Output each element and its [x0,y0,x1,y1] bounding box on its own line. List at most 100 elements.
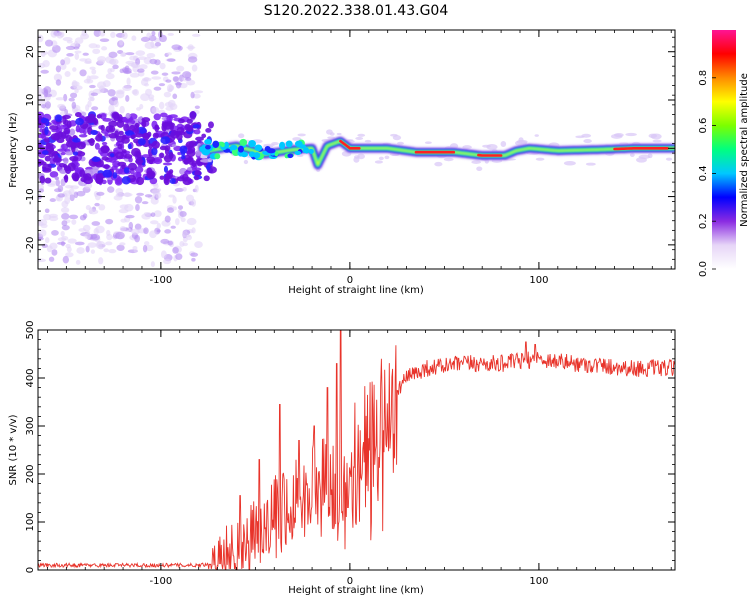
spectral-blob [168,194,175,198]
spectral-blob [127,162,138,171]
spectral-blob [61,220,68,227]
spectral-blob [82,52,89,56]
spectral-blob [114,178,123,186]
spectral-blob [61,200,69,208]
spectral-blob [476,166,483,171]
spectral-blob [354,155,360,159]
spectral-blob [64,70,71,78]
spectral-blob [205,145,211,150]
spectral-blob [76,190,86,197]
spectral-blob [55,65,62,73]
spectral-blob [107,186,115,193]
spectral-blob [158,83,166,87]
spectral-blob [133,138,140,144]
spectral-blob [67,162,76,172]
spectral-blob [140,78,149,86]
spectral-blob [119,39,124,46]
spectral-blob [304,147,310,154]
spectral-blob [60,207,70,213]
spectral-blob [131,35,137,41]
spectral-blob [71,219,77,225]
spectral-blob [146,32,152,39]
spectral-blob [73,46,80,50]
x-tick-label: 100 [529,275,548,286]
spectral-blob [109,153,115,158]
spectral-blob [50,30,58,38]
spectral-blob [190,252,199,257]
spectral-blob [176,65,185,72]
spectral-blob [179,211,187,217]
spectral-blob [104,133,109,137]
y-tick-label: 400 [25,368,36,387]
colorbar-gradient [712,30,736,269]
spectral-blob [159,175,165,180]
spectral-blob [57,103,66,109]
spectral-blob [63,175,69,180]
spectral-blob [156,222,162,229]
spectral-blob [91,68,97,75]
spectral-blob [139,103,144,110]
spectral-blob [167,207,175,213]
spectral-blob [75,259,81,265]
spectral-blob [397,141,404,145]
spectral-blob [57,131,63,139]
spectral-blob [74,37,84,45]
spectral-blob [581,133,592,138]
spectral-blob [38,218,48,226]
spectral-blob [161,72,169,76]
spectral-blob [665,157,673,161]
x-tick-label: 100 [529,576,548,587]
spectral-blob [297,133,306,137]
spectral-blob [39,175,46,184]
spectral-blob [424,141,432,145]
spectral-blob [120,218,127,223]
spectral-blob [182,71,192,79]
spectral-blob [84,232,91,240]
spectrogram-x-label: Height of straight line (km) [288,285,424,296]
spectral-blob [141,201,149,205]
colorbar-tick-label: 0.8 [698,70,709,86]
spectral-blob [169,178,176,185]
spectral-blob [108,133,118,139]
spectral-blob [239,138,248,146]
spectral-blob [186,79,196,86]
spectral-blob [38,142,42,149]
spectral-blob [192,124,201,129]
spectral-blob [80,176,87,182]
spectral-blob [146,156,156,163]
spectral-blob [172,246,179,254]
spectral-blob [78,134,88,138]
spectral-blob [115,231,125,240]
colorbar-tick-label: 0.2 [698,213,709,229]
y-tick-label: 0 [25,567,36,573]
spectral-blob [66,53,74,57]
spectral-blob [61,131,67,140]
spectral-blob [111,111,120,119]
spectral-blob [308,148,314,154]
spectral-blob [72,67,77,72]
spectral-blob [60,230,65,237]
spectral-blob [500,141,507,148]
spectral-blob [193,90,204,94]
spectral-blob [72,151,79,156]
spectral-blob [180,217,186,223]
spectral-blob [135,151,142,159]
spectral-blob [44,101,51,109]
spectral-blob [93,30,101,37]
spectral-blob [119,242,126,246]
spectral-blob [79,69,87,77]
spectral-blob [131,228,140,235]
spectral-blob [78,228,87,232]
spectral-blob [141,156,146,166]
spectral-blob [88,43,98,49]
spectral-blob [194,241,203,248]
snr-frame [37,329,676,571]
spectral-blob [326,129,333,135]
spectral-blob [85,245,90,253]
spectral-blob [39,229,47,237]
spectral-blob [40,117,48,124]
spectral-blob [87,242,97,248]
spectral-blob [191,64,198,72]
spectral-blob [273,151,279,157]
spectral-blob [70,92,78,99]
